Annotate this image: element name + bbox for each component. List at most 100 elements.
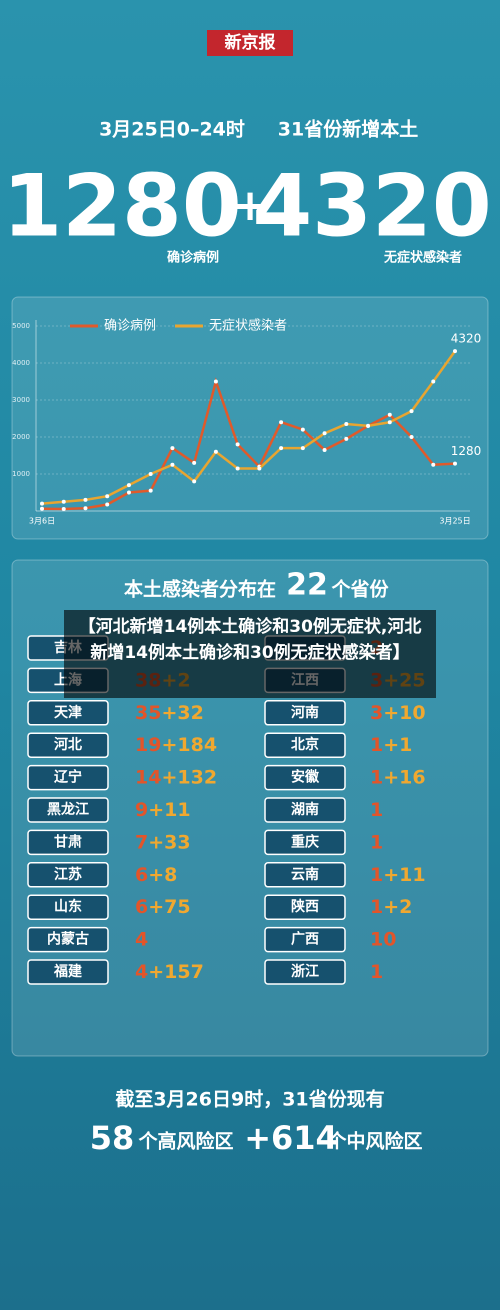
point [387, 420, 392, 425]
asymptomatic-value: +10 [383, 701, 425, 723]
province-pill [264, 797, 346, 823]
province-value: 1 [370, 799, 383, 821]
x-tick-label: 3月25日 [439, 517, 470, 526]
point [148, 472, 153, 476]
confirmed-value: 1 [370, 766, 383, 788]
confirmed-value: 19 [135, 734, 161, 756]
point [235, 442, 240, 447]
confirmed-label: 确诊病例 [167, 250, 219, 266]
province-name: 湖南 [291, 801, 319, 818]
province-pill [27, 700, 109, 726]
province-pill [264, 862, 346, 888]
distribution-title: 本土感染者分布在 [124, 578, 276, 601]
point [257, 466, 262, 471]
end-label: 4320 [451, 332, 482, 346]
province-name: 辽宁 [54, 769, 82, 786]
asymptomatic-value: +11 [383, 863, 425, 885]
province-pill [27, 926, 109, 953]
point [300, 427, 305, 432]
asymptomatic-value: +157 [148, 961, 204, 983]
point [148, 488, 153, 493]
end-label: 1280 [451, 444, 482, 458]
province-pill [264, 894, 346, 920]
province-value: 1+16 [370, 766, 426, 788]
point [105, 502, 110, 507]
series-line [41, 350, 457, 505]
asymptomatic-value: +132 [161, 766, 217, 788]
mid-count: +614 [244, 1119, 338, 1157]
point [300, 446, 305, 451]
point [213, 379, 218, 384]
province-pill [264, 764, 346, 791]
confirmed-value: 6 [135, 863, 148, 885]
province-count: 22 [286, 568, 328, 603]
province-name: 重庆 [291, 833, 319, 850]
point [387, 412, 392, 417]
asymptomatic-label: 无症状感染者 [383, 250, 462, 266]
confirmed-value: 1 [370, 831, 383, 853]
asymptomatic-value: +2 [383, 896, 412, 918]
point [213, 449, 218, 454]
province-pill [264, 959, 346, 985]
province-pill [264, 700, 346, 726]
province-name: 河南 [291, 704, 319, 721]
confirmed-value: 1 [370, 799, 383, 821]
province-pill [27, 862, 109, 888]
point [83, 497, 88, 502]
legend-label: 确诊病例 [104, 319, 156, 334]
series-line [41, 377, 456, 511]
point [344, 422, 349, 427]
asymptomatic-value: +32 [161, 701, 203, 723]
point [170, 462, 175, 467]
province-name: 江苏 [54, 866, 82, 883]
province-value: 4 [135, 928, 148, 950]
point [279, 446, 284, 451]
province-value: 4+157 [135, 961, 204, 983]
asymptomatic-value: +33 [148, 831, 190, 853]
x-tick-label: 3月6日 [29, 517, 55, 526]
confirmed-value: 1 [370, 863, 383, 885]
asymptomatic-value: +8 [148, 863, 177, 885]
confirmed-value: 6 [135, 896, 148, 918]
point [322, 431, 327, 436]
distribution-title-suffix: 个省份 [330, 578, 389, 601]
point [409, 435, 414, 439]
point [126, 483, 131, 488]
confirmed-value: 35 [135, 701, 161, 723]
y-tick-label: 3000 [12, 396, 30, 404]
province-pill [27, 764, 109, 791]
confirmed-value: 4 [135, 928, 148, 950]
plus: + [232, 180, 269, 231]
province-value: 1+2 [370, 896, 412, 918]
confirmed-value: 9 [135, 799, 148, 821]
province-value: 1 [370, 831, 383, 853]
province-value: 1+1 [370, 734, 412, 756]
confirmed-value: 3 [370, 701, 383, 723]
province-value: 7+33 [135, 831, 191, 853]
province-value: 1+11 [370, 863, 426, 885]
province-value: 6+75 [135, 896, 191, 918]
province-value: 19+184 [135, 734, 217, 756]
confirmed-value: 7 [135, 831, 148, 853]
province-pill [264, 829, 346, 856]
point [126, 490, 131, 495]
footer-line: 截至3月26日9时，31省份现有 [115, 1088, 384, 1111]
point [83, 506, 88, 511]
high-count: 58 [90, 1119, 135, 1157]
province-name: 黑龙江 [47, 801, 89, 818]
asymptomatic-value: +184 [161, 734, 217, 756]
province-name: 山东 [54, 898, 82, 915]
subtitle: 31省份新增本土 [278, 118, 418, 141]
point [344, 436, 349, 441]
date: 3月25日0–24时 [99, 119, 245, 141]
province-name: 内蒙古 [47, 931, 89, 948]
point [40, 506, 44, 511]
logo-box [207, 30, 293, 56]
asymptomatic-value: +75 [148, 896, 190, 918]
asymptomatic-big: 4320 [252, 156, 491, 256]
province-name: 天津 [54, 704, 82, 721]
confirmed-value: 4 [135, 961, 148, 983]
asymptomatic-value: +11 [148, 799, 190, 821]
